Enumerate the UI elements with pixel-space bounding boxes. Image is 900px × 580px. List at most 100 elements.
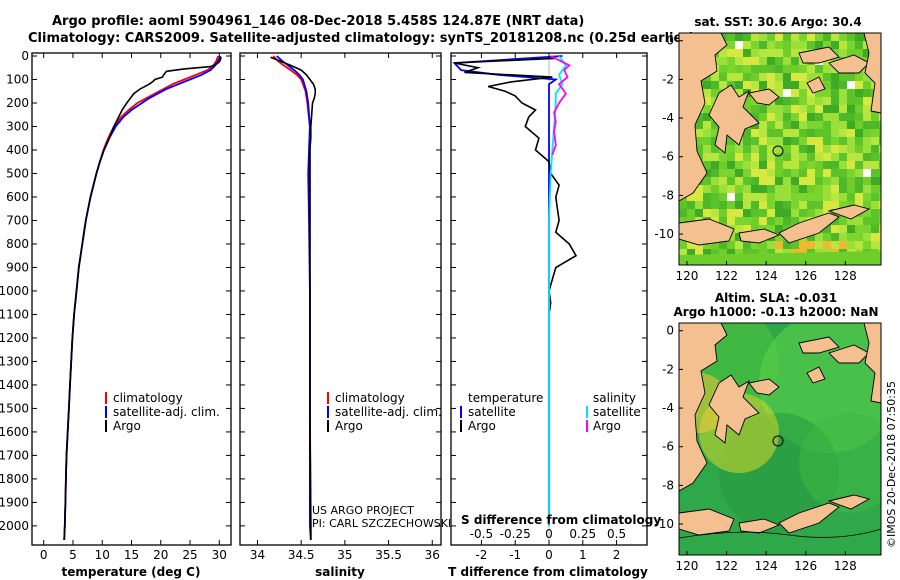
sst-cell — [767, 209, 775, 217]
series-line-climatology — [272, 55, 312, 540]
sst-cell — [783, 49, 791, 57]
sla-map-title-line1: Altim. SLA: -0.031 — [715, 291, 837, 305]
sst-cell — [759, 241, 767, 249]
sst-cell — [735, 249, 743, 257]
sst-cell — [823, 209, 831, 217]
footer-project: US ARGO PROJECT — [312, 504, 414, 517]
sst-cell — [799, 129, 807, 137]
sst-cell — [695, 249, 703, 257]
sst-cell — [879, 137, 881, 145]
sst-cell — [879, 225, 881, 233]
sst-cell — [767, 193, 775, 201]
x-tick-label-salinity: -0.5 — [470, 527, 493, 541]
sst-cell — [727, 185, 735, 193]
sst-cell — [831, 73, 839, 81]
sst-cell — [879, 177, 881, 185]
sst-cell — [751, 169, 759, 177]
sla-blob — [799, 413, 881, 513]
map-y-tick-label: 0 — [666, 34, 674, 48]
sst-cell — [775, 73, 783, 81]
sst-cell — [719, 193, 727, 201]
sst-cell — [711, 73, 719, 81]
sst-cell — [743, 241, 751, 249]
sst-cell — [727, 41, 735, 49]
sst-cell — [799, 41, 807, 49]
salinity-panel: 34 34.5 35 35.5 36 climatology satellite-adj… — [239, 52, 451, 579]
sst-cell — [767, 153, 775, 161]
sst-cell — [775, 193, 783, 201]
sst-cell — [815, 153, 823, 161]
sst-cell — [791, 201, 799, 209]
sst-cell — [847, 113, 855, 121]
sst-cell — [783, 177, 791, 185]
sst-cell — [727, 145, 735, 153]
argo-location-marker — [772, 435, 784, 447]
sst-cell — [879, 233, 881, 241]
sst-cell — [751, 177, 759, 185]
sst-cell — [703, 137, 711, 145]
depth-tick-label: 100 — [6, 72, 29, 86]
sst-cell — [799, 65, 807, 73]
sst-cell — [855, 105, 863, 113]
x-tick-label: 34 — [250, 548, 265, 562]
sst-cell — [799, 137, 807, 145]
sst-cell — [863, 73, 871, 81]
series-line-argo — [63, 57, 222, 541]
sst-cell — [783, 81, 791, 89]
sst-cell — [727, 153, 735, 161]
x-tick-label-salinity: -0.25 — [500, 527, 531, 541]
sst-cell — [743, 177, 751, 185]
sst-cell — [871, 217, 879, 225]
sst-cell — [743, 209, 751, 217]
legend-label-argo: Argo — [335, 419, 363, 433]
sst-cell — [743, 169, 751, 177]
sst-cell — [751, 129, 759, 137]
sst-cell — [839, 169, 847, 177]
sst-cell — [839, 73, 847, 81]
sst-cell — [767, 129, 775, 137]
series-line-satellite-adj-clim- — [63, 55, 222, 541]
sst-cell — [767, 177, 775, 185]
legend-label-sal-satellite: satellite — [593, 405, 641, 419]
sst-map-frame — [678, 32, 882, 266]
sst-map-title: sat. SST: 30.6 Argo: 30.4 — [694, 15, 861, 29]
sst-cell — [815, 185, 823, 193]
sst-cell — [871, 193, 879, 201]
sst-cell — [767, 201, 775, 209]
x-tick-label: 15 — [124, 548, 139, 562]
x-tick-label: 0 — [545, 548, 553, 562]
sst-cell — [695, 121, 703, 129]
sst-cell — [775, 121, 783, 129]
legend-label-sal-argo: Argo — [593, 419, 621, 433]
sst-cell — [863, 241, 871, 249]
sst-cell — [855, 41, 863, 49]
sst-cell — [735, 201, 743, 209]
sst-cell — [719, 241, 727, 249]
sst-cell — [791, 89, 799, 97]
sst-cell — [815, 89, 823, 97]
sst-cell — [759, 49, 767, 57]
sst-cell — [695, 185, 703, 193]
sst-cell — [775, 209, 783, 217]
sla-map-title-line2: Argo h1000: -0.13 h2000: NaN — [673, 305, 878, 319]
sst-cell — [847, 121, 855, 129]
sst-cell — [775, 49, 783, 57]
sst-cell — [807, 177, 815, 185]
sst-cell — [847, 129, 855, 137]
sst-cell — [863, 209, 871, 217]
sst-cell — [783, 41, 791, 49]
sst-cell — [823, 137, 831, 145]
depth-tick-label: 800 — [6, 237, 29, 251]
sst-cell — [759, 57, 767, 65]
sst-cell — [711, 185, 719, 193]
sst-cell — [751, 73, 759, 81]
x-tick-label: 35 — [337, 548, 352, 562]
legend-label-satellite: satellite-adj. clim. — [113, 405, 220, 419]
sst-cell — [759, 41, 767, 49]
sst-cell — [815, 161, 823, 169]
sst-cell — [759, 169, 767, 177]
depth-tick-label: 1500 — [0, 401, 29, 415]
sst-cell — [703, 145, 711, 153]
sst-cell — [863, 169, 871, 177]
sst-cell — [815, 65, 823, 73]
